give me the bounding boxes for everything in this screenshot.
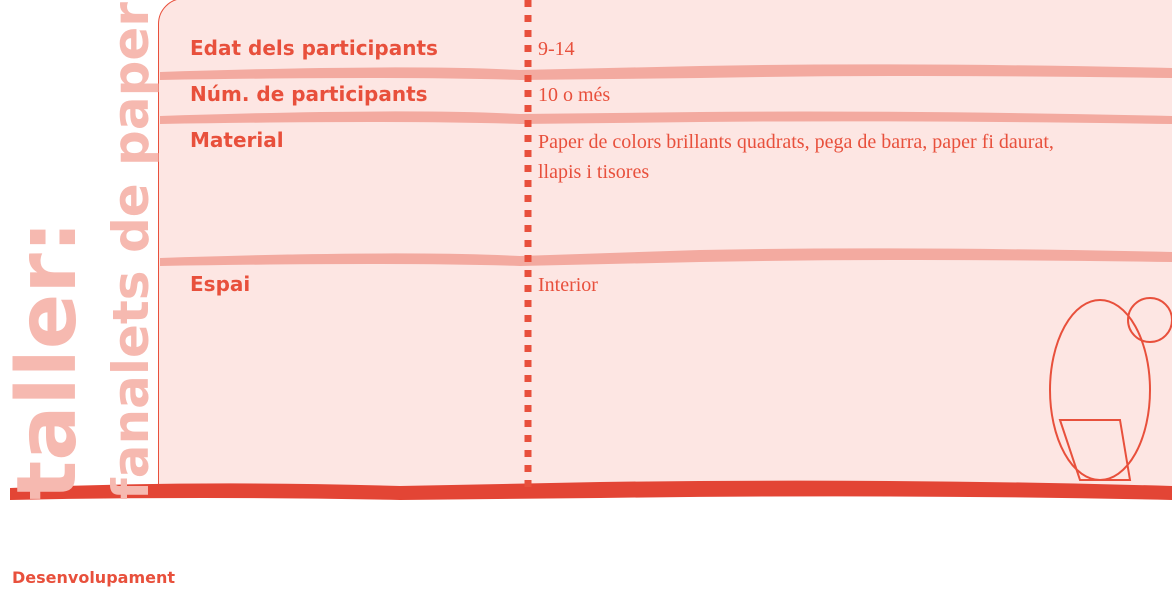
section-heading: Desenvolupament — [12, 568, 175, 587]
row-value: Interior — [538, 270, 1098, 300]
row-label: Edat dels participants — [190, 36, 438, 60]
sidebar-subtitle: fanalets de paper — [102, 2, 160, 500]
row-label: Material — [190, 128, 284, 152]
row-value: 10 o més — [538, 80, 1098, 110]
row-label: Núm. de participants — [190, 82, 428, 106]
row-label: Espai — [190, 272, 250, 296]
page: taller: fanalets de paper Edat dels part… — [0, 0, 1172, 592]
row-value: 9-14 — [538, 34, 1098, 64]
row-value: Paper de colors brillants quadrats, pega… — [538, 127, 1098, 187]
sidebar-title: taller: — [0, 220, 95, 500]
